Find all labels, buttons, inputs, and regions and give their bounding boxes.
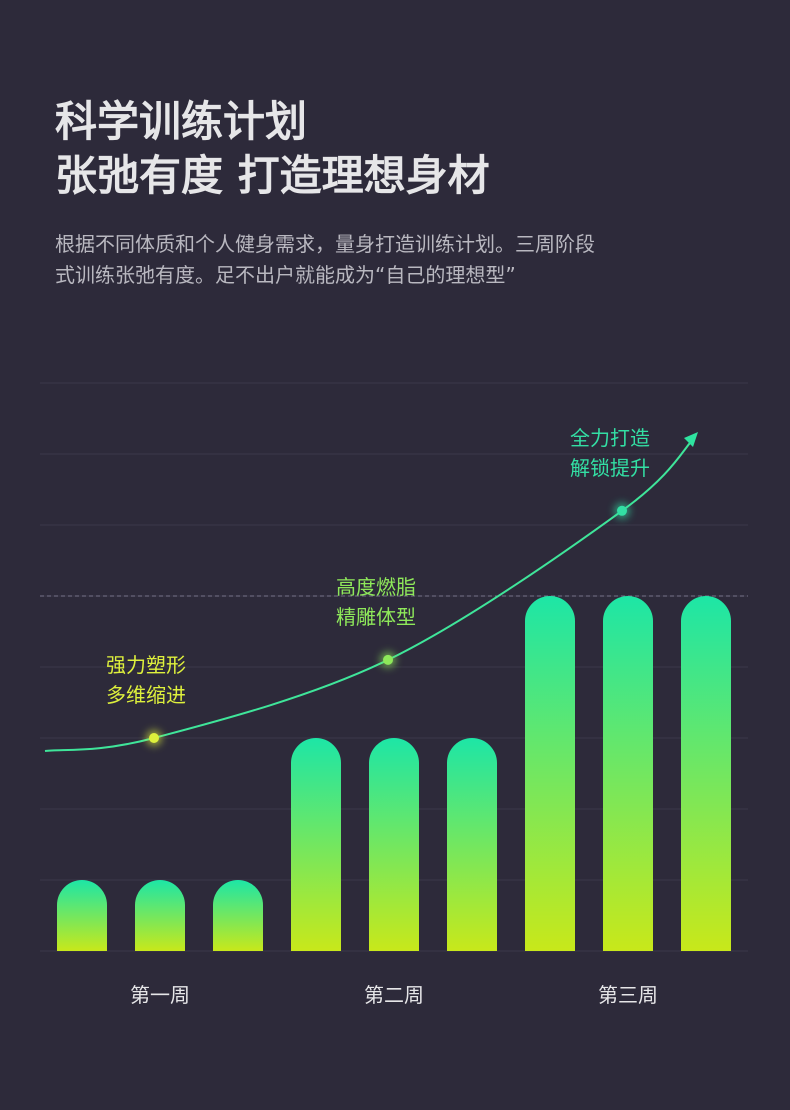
x-group-label: 第二周 xyxy=(364,983,424,1007)
bar xyxy=(369,738,419,951)
annotation-text: 全力打造 xyxy=(570,426,650,450)
annotation-text: 多维缩进 xyxy=(106,683,186,707)
bar xyxy=(603,596,653,951)
title-line: 张弛有度 打造理想身材 xyxy=(55,151,490,200)
bar xyxy=(57,880,107,951)
description-line: 根据不同体质和个人健身需求，量身打造训练计划。三周阶段 xyxy=(55,232,595,256)
annotation-point xyxy=(383,654,393,665)
bar xyxy=(447,738,497,951)
annotation-text: 解锁提升 xyxy=(570,456,650,480)
title-line: 科学训练计划 xyxy=(55,97,307,146)
bar xyxy=(681,596,731,951)
bar xyxy=(135,880,185,951)
description-line: 式训练张弛有度。足不出户就能成为“自己的理想型” xyxy=(55,263,516,287)
annotation-text: 强力塑形 xyxy=(106,653,186,677)
bar xyxy=(291,738,341,951)
annotation-text: 高度燃脂 xyxy=(336,575,416,599)
x-group-label: 第一周 xyxy=(130,983,190,1007)
arrow-head xyxy=(684,432,698,447)
bar xyxy=(213,880,263,951)
annotation-text: 精雕体型 xyxy=(336,605,416,629)
bar xyxy=(525,596,575,951)
annotation-point xyxy=(149,733,159,743)
annotation-point xyxy=(617,505,627,516)
x-group-label: 第三周 xyxy=(598,983,658,1007)
